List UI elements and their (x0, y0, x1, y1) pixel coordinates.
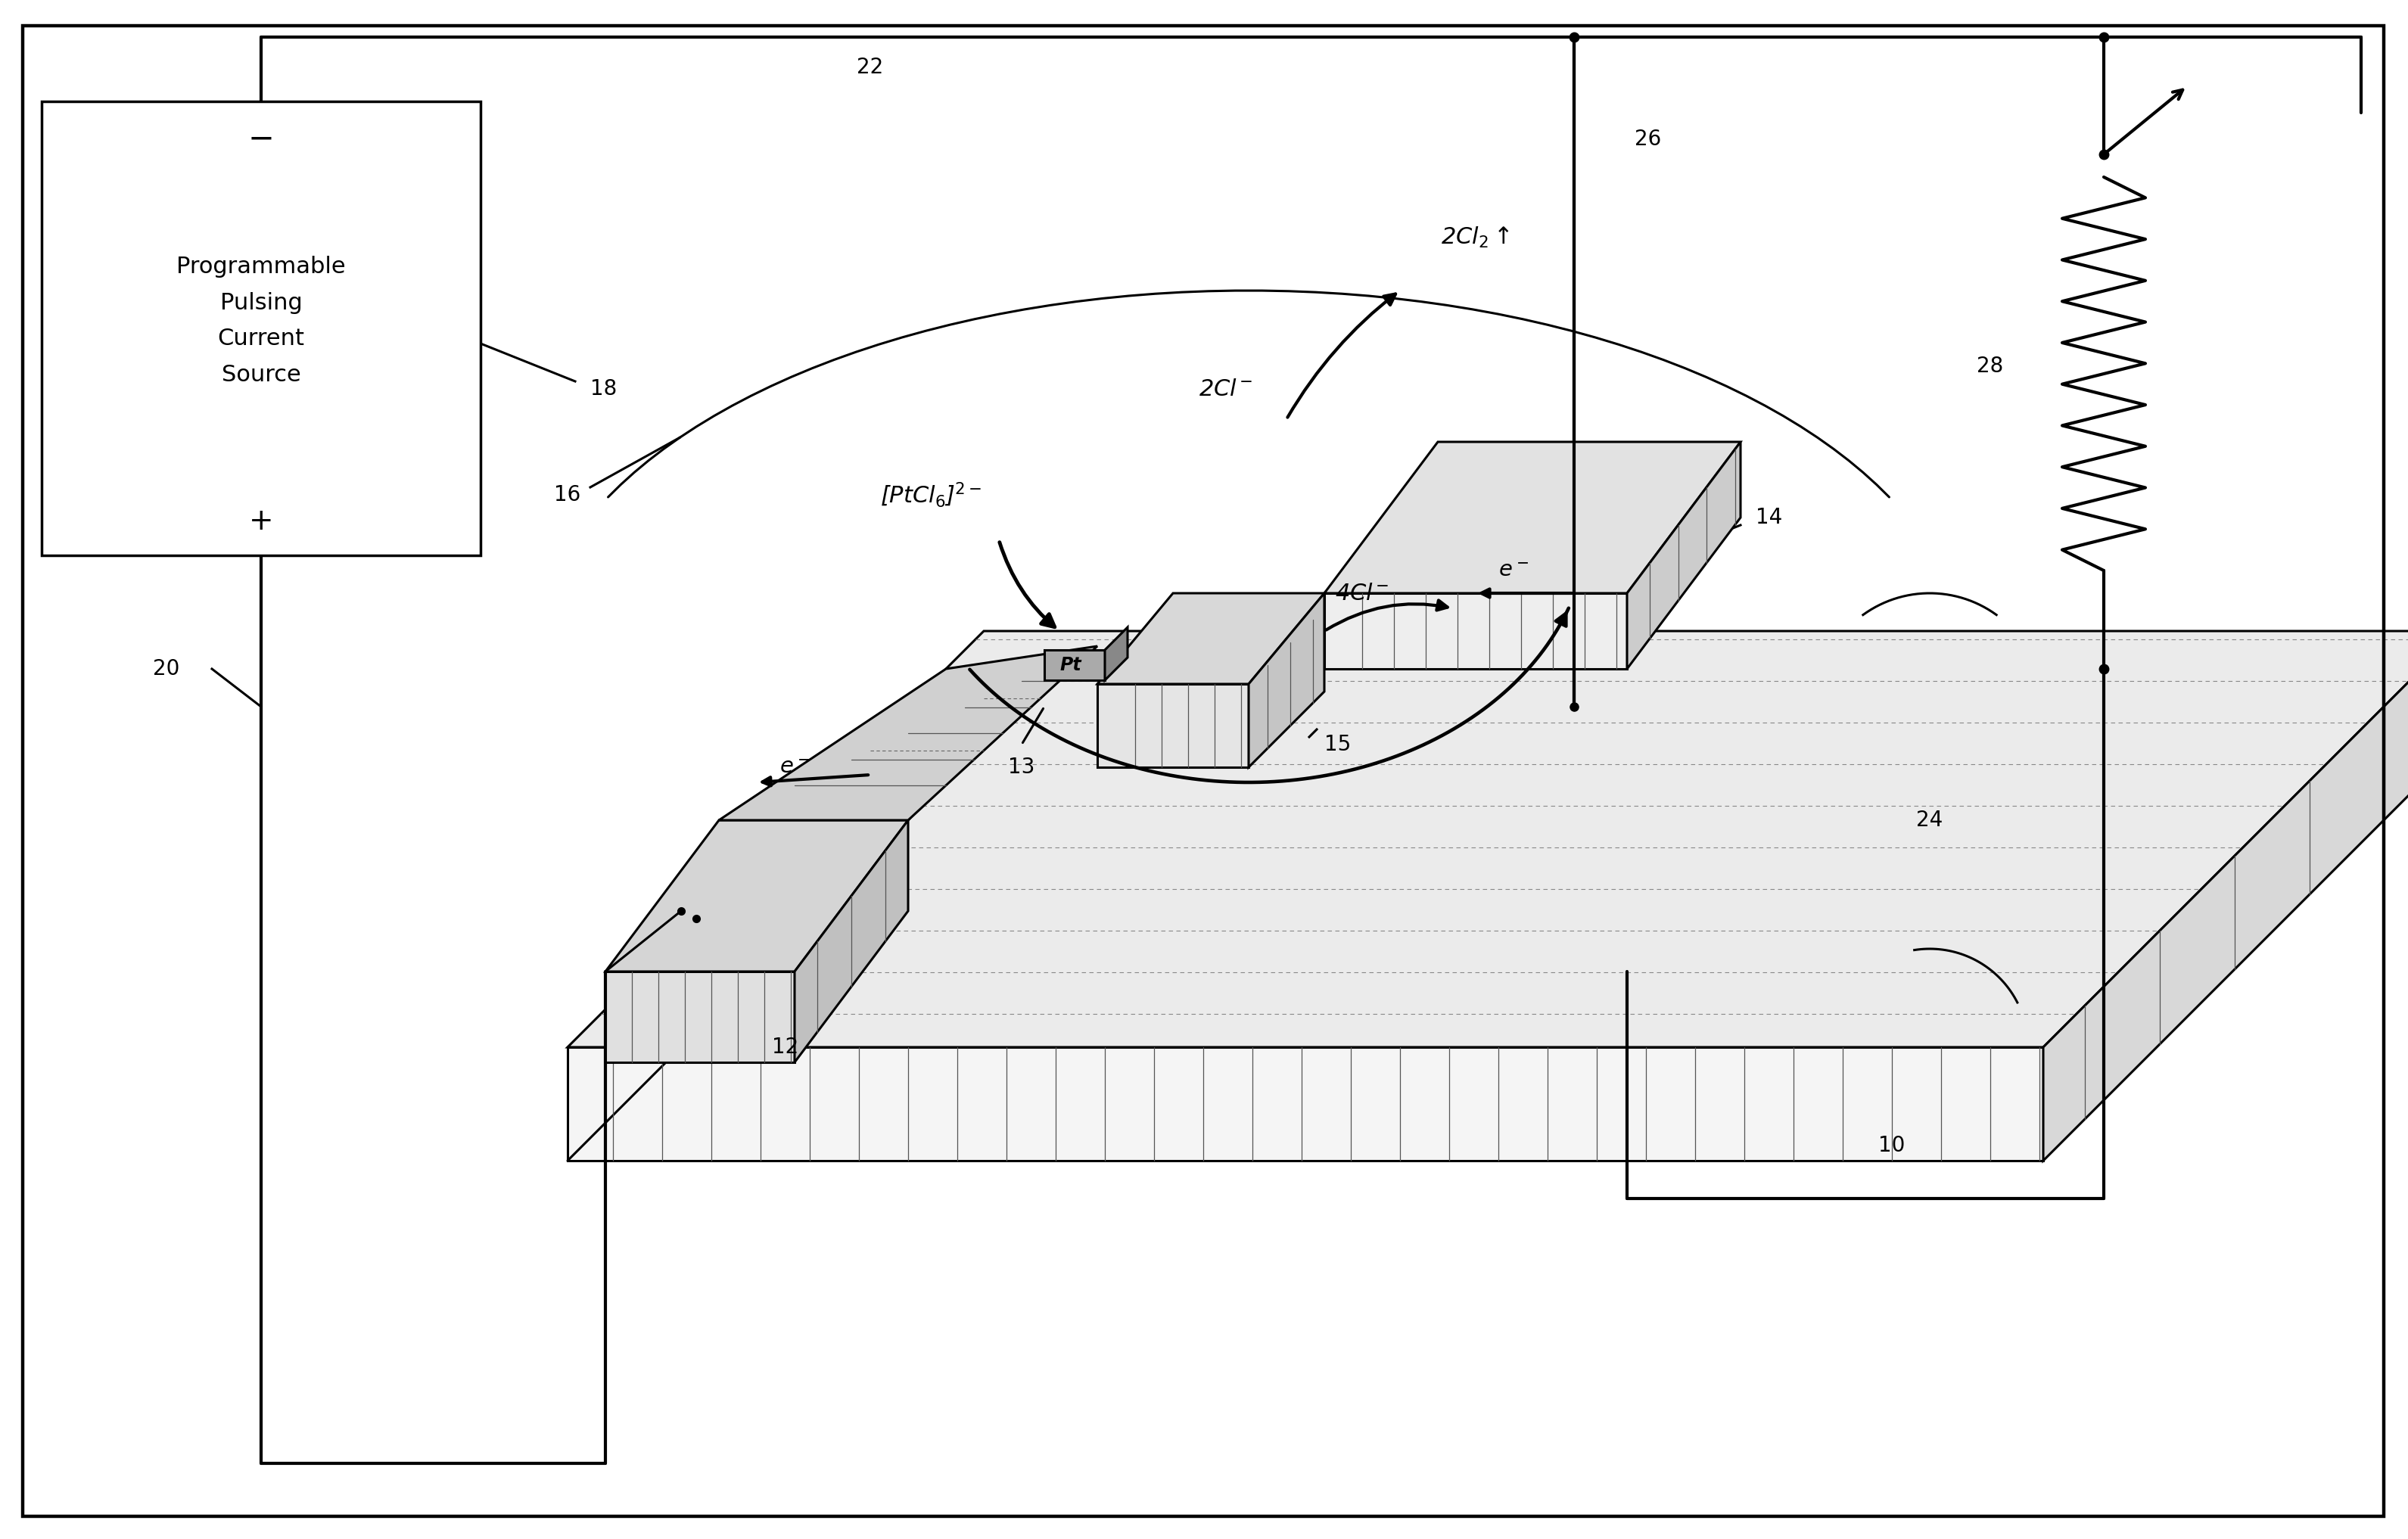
Text: 2Cl$_2$$\uparrow$: 2Cl$_2$$\uparrow$ (1442, 225, 1510, 249)
Polygon shape (2044, 631, 2408, 1160)
Text: 2Cl$^-$: 2Cl$^-$ (1199, 379, 1252, 400)
Polygon shape (1105, 628, 1127, 680)
Text: 13: 13 (1009, 757, 1035, 777)
Polygon shape (795, 820, 908, 1062)
Polygon shape (1324, 593, 1628, 669)
Text: 16: 16 (554, 485, 580, 505)
Polygon shape (720, 646, 1098, 820)
Text: 14: 14 (1755, 506, 1782, 528)
Polygon shape (1324, 442, 1741, 593)
Polygon shape (1045, 649, 1105, 680)
Polygon shape (1628, 442, 1741, 669)
Text: 15: 15 (1324, 734, 1351, 756)
Text: 26: 26 (1635, 129, 1662, 149)
Polygon shape (1098, 593, 1324, 683)
Polygon shape (568, 631, 2408, 1047)
Text: 18: 18 (590, 379, 616, 400)
Text: 20: 20 (154, 659, 181, 679)
Text: −: − (248, 123, 275, 155)
Text: 4Cl$^-$: 4Cl$^-$ (1334, 582, 1389, 605)
Text: 10: 10 (1878, 1134, 1905, 1156)
Text: 12: 12 (773, 1037, 799, 1057)
Polygon shape (604, 971, 795, 1062)
Text: 22: 22 (857, 57, 884, 78)
Polygon shape (1098, 683, 1250, 768)
Text: 28: 28 (1977, 356, 2003, 377)
FancyBboxPatch shape (41, 102, 482, 556)
Text: $e^-$: $e^-$ (780, 757, 809, 777)
Polygon shape (604, 820, 908, 971)
Text: [PtCl$_6$]$^{2-}$: [PtCl$_6$]$^{2-}$ (879, 480, 982, 509)
Text: $e^-$: $e^-$ (1498, 560, 1529, 582)
Polygon shape (1250, 593, 1324, 768)
Text: 24: 24 (1917, 810, 1943, 831)
Text: Pt: Pt (1060, 656, 1081, 674)
Text: +: + (248, 506, 275, 536)
Polygon shape (568, 1047, 2044, 1160)
Text: Programmable
Pulsing
Current
Source: Programmable Pulsing Current Source (176, 255, 347, 386)
